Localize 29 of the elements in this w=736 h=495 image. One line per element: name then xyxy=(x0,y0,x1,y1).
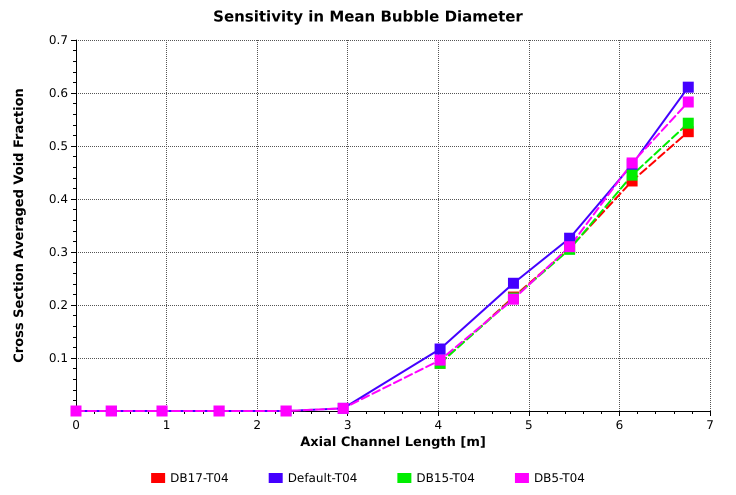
y-tick-label: 0.1 xyxy=(48,351,68,365)
x-tick-label: 6 xyxy=(616,418,624,432)
x-tick-label: 7 xyxy=(706,418,714,432)
x-tick-label: 1 xyxy=(162,418,170,432)
y-axis-title: Cross Section Averaged Void Fraction xyxy=(12,88,27,363)
y-tick-label: 0.6 xyxy=(48,86,68,100)
y-tick-label: 0.4 xyxy=(48,192,68,206)
y-tick-label: 0.2 xyxy=(48,298,68,312)
legend-label: DB15-T04 xyxy=(416,471,475,485)
point xyxy=(682,118,694,129)
legend-label: DB17-T04 xyxy=(170,471,229,485)
x-tick-label: 2 xyxy=(253,418,261,432)
x-tick-label: 3 xyxy=(344,418,352,432)
point xyxy=(434,354,446,366)
point xyxy=(682,82,694,93)
legend-label: DB5-T04 xyxy=(534,471,585,485)
point xyxy=(434,343,446,354)
point xyxy=(508,278,519,289)
y-tick-label: 0.3 xyxy=(48,245,68,259)
point xyxy=(682,96,694,108)
y-tick-label: 0.5 xyxy=(48,139,68,153)
y-tick-label: 0.7 xyxy=(48,33,68,47)
x-axis-title: Axial Channel Length [m] xyxy=(300,434,486,450)
legend-label: Default-T04 xyxy=(288,471,358,485)
x-tick-label: 4 xyxy=(434,418,442,432)
x-tick-label: 0 xyxy=(72,418,80,432)
point xyxy=(626,170,638,181)
chart-title: Sensitivity in Mean Bubble Diameter xyxy=(213,8,524,26)
x-tick-label: 5 xyxy=(525,418,533,432)
